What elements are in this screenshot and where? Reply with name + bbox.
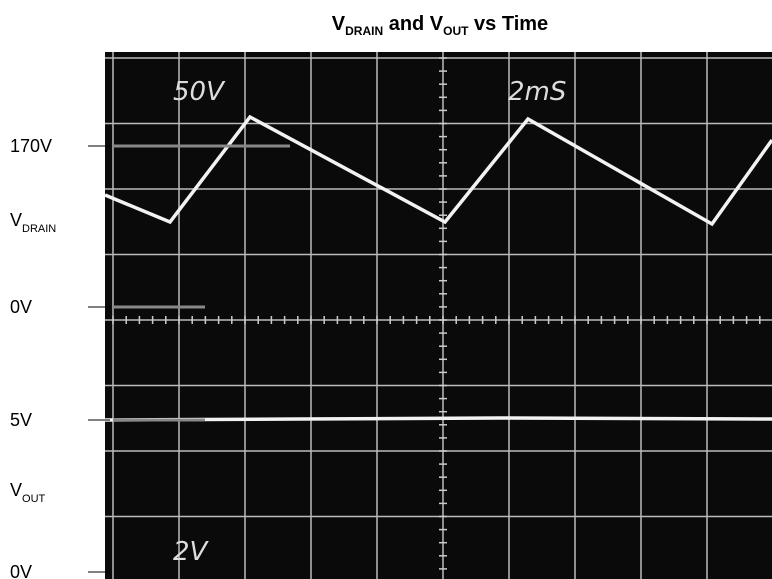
label-text: 0V — [10, 297, 32, 317]
side-label: 0V — [10, 562, 32, 579]
label-text: V — [10, 480, 22, 500]
side-label: 0V — [10, 297, 32, 317]
side-label: 5V — [10, 410, 32, 430]
label-sub: DRAIN — [22, 223, 56, 235]
title: VDRAIN and VOUT vs Time — [332, 13, 548, 38]
scope-screen — [105, 52, 772, 579]
title-part: vs Time — [469, 13, 549, 35]
title-part: and V — [383, 13, 444, 35]
screen-label: 2mS — [508, 77, 566, 107]
label-text: V — [10, 210, 22, 230]
label-text: 5V — [10, 410, 32, 430]
page: VDRAIN and VOUT vs Time 50V 2mS 2V 170VV… — [0, 0, 772, 579]
title-part: V — [332, 13, 346, 35]
label-text: 0V — [10, 562, 32, 579]
title-sub: DRAIN — [345, 24, 383, 38]
label-text: 170V — [10, 136, 52, 156]
side-label: VOUT — [10, 480, 46, 505]
side-label: 170V — [10, 136, 52, 156]
vout-trace — [105, 418, 772, 420]
title-sub: OUT — [443, 24, 469, 38]
side-label: VDRAIN — [10, 210, 56, 235]
label-sub: OUT — [22, 493, 46, 505]
screen-label: 2V — [173, 537, 210, 567]
screen-label: 50V — [173, 77, 226, 107]
